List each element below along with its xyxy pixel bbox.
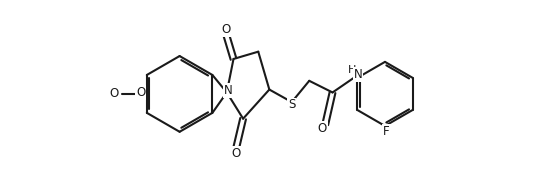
Text: O: O [221, 23, 230, 36]
Text: N: N [354, 68, 363, 81]
Text: O: O [231, 147, 240, 160]
Text: F: F [383, 125, 390, 138]
Text: N: N [224, 84, 233, 97]
Text: H: H [348, 65, 357, 75]
Text: O: O [318, 122, 327, 135]
Text: O: O [109, 87, 119, 100]
Text: S: S [288, 98, 295, 112]
Text: O: O [136, 86, 145, 99]
